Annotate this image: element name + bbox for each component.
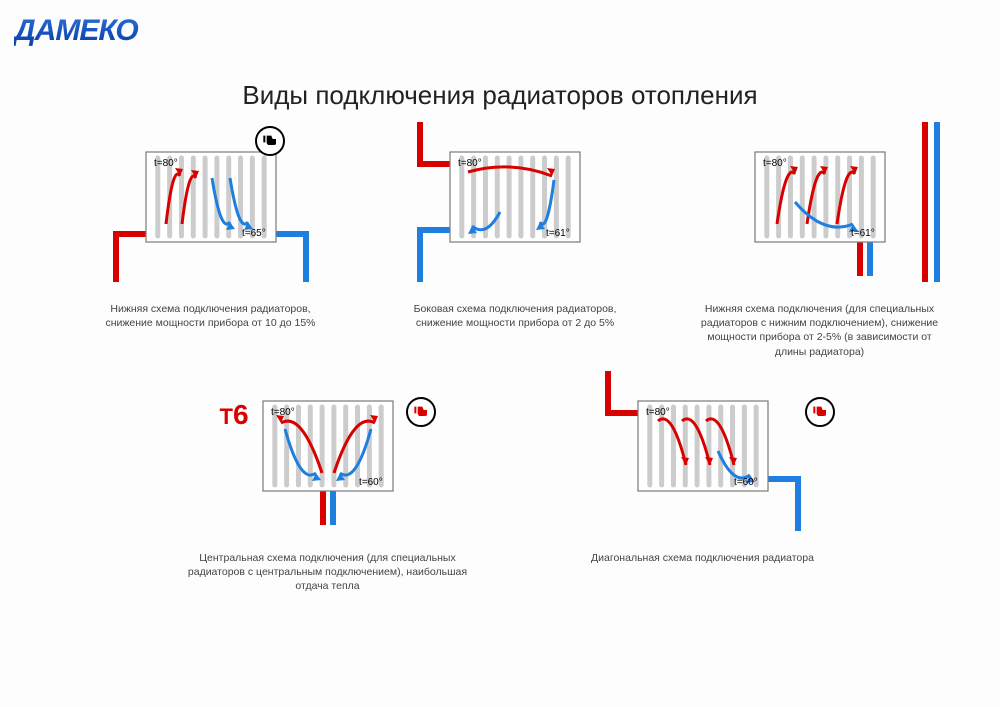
svg-text:t=61°: t=61° bbox=[851, 228, 875, 239]
diagram-caption: Нижняя схема подключения радиаторов, сни… bbox=[80, 302, 341, 330]
radiator-svg: t=80° t=60° bbox=[198, 369, 458, 539]
svg-text:t=80°: t=80° bbox=[458, 158, 482, 169]
diagram-caption: Боковая схема подключения радиаторов, сн… bbox=[385, 302, 646, 330]
page-title: Виды подключения радиаторов отопления bbox=[0, 80, 1000, 111]
diagram-bottom-opposite: t=80° t=65° Нижняя схема подключения ради… bbox=[80, 150, 341, 359]
diagram-bottom-special: t=80° t=61° Нижняя схема подключения (для… bbox=[689, 150, 950, 359]
svg-text:t=61°: t=61° bbox=[546, 228, 570, 239]
diagram-caption: Нижняя схема подключения (для специальны… bbox=[689, 302, 950, 359]
diagram-grid: t=80° t=65° Нижняя схема подключения ради… bbox=[0, 150, 1000, 633]
t6-logo: T6 bbox=[220, 399, 249, 431]
svg-text:t=60°: t=60° bbox=[359, 477, 383, 488]
diagram-side: t=80° t=61° Боковая схема подключения рад… bbox=[385, 150, 646, 359]
svg-text:t=80°: t=80° bbox=[154, 158, 178, 169]
brand-logo: ДАМЕКО bbox=[14, 12, 184, 53]
radiator-svg: t=80° t=61° bbox=[385, 120, 645, 290]
radiator-svg: t=80° t=61° bbox=[690, 120, 950, 290]
svg-text:t=65°: t=65° bbox=[242, 228, 266, 239]
diagram-caption: Диагональная схема подключения радиатора bbox=[553, 551, 853, 565]
radiator-svg: t=80° t=60° bbox=[573, 369, 833, 539]
radiator-svg: t=80° t=65° bbox=[81, 120, 341, 290]
svg-text:t=60°: t=60° bbox=[734, 477, 758, 488]
thumbs-up-icon bbox=[406, 397, 436, 427]
thumbs-down-icon bbox=[255, 126, 285, 156]
thumbs-up-icon bbox=[805, 397, 835, 427]
svg-text:t=80°: t=80° bbox=[763, 158, 787, 169]
diagram-caption: Центральная схема подключения (для специ… bbox=[178, 551, 478, 594]
diagram-central: T6 t=80° t=60° Центральная схема подключе… bbox=[178, 399, 478, 594]
diagram-diagonal: t=80° t=60° Диагональная схема подключени… bbox=[553, 399, 853, 594]
svg-text:t=80°: t=80° bbox=[271, 407, 295, 418]
diagram-row-2: T6 t=80° t=60° Центральная схема подключе… bbox=[80, 399, 950, 594]
svg-text:t=80°: t=80° bbox=[646, 407, 670, 418]
svg-text:ДАМЕКО: ДАМЕКО bbox=[14, 14, 138, 47]
diagram-row-1: t=80° t=65° Нижняя схема подключения ради… bbox=[80, 150, 950, 359]
